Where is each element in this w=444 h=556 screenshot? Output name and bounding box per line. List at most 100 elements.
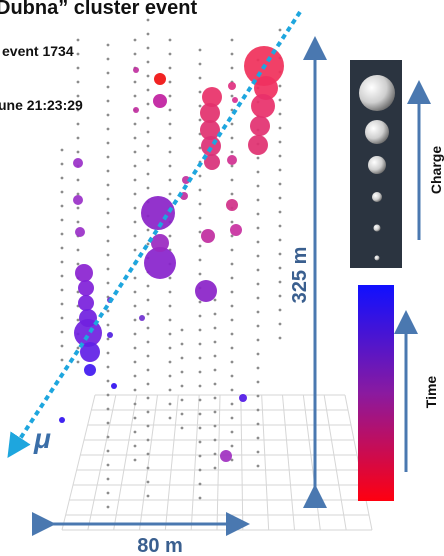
optical-module: [199, 301, 202, 304]
grid-line: [88, 395, 116, 530]
hit: [73, 158, 83, 168]
optical-module: [61, 247, 64, 250]
optical-module: [214, 355, 217, 358]
optical-module: [257, 157, 260, 160]
optical-module: [231, 123, 234, 126]
optical-module: [257, 255, 260, 258]
grid-line: [262, 395, 269, 530]
optical-module: [279, 295, 282, 298]
optical-module: [231, 319, 234, 322]
optical-module: [169, 333, 172, 336]
optical-module: [279, 211, 282, 214]
optical-module: [107, 240, 110, 243]
grid-line: [165, 395, 178, 530]
optical-module: [279, 225, 282, 228]
optical-module: [231, 95, 234, 98]
sphere: [359, 75, 395, 111]
optical-module: [231, 403, 234, 406]
title: Dubna” cluster event: [0, 0, 198, 19]
optical-module: [147, 327, 150, 330]
optical-module: [77, 319, 80, 322]
optical-module: [257, 367, 260, 370]
hits: [59, 46, 284, 462]
optical-module: [134, 95, 137, 98]
optical-module: [199, 273, 202, 276]
optical-module: [107, 450, 110, 453]
hit: [75, 227, 85, 237]
optical-module: [231, 39, 234, 42]
optical-module: [199, 455, 202, 458]
optical-module: [257, 339, 260, 342]
optical-module: [147, 285, 150, 288]
optical-module: [61, 233, 64, 236]
optical-module: [257, 171, 260, 174]
optical-module: [61, 359, 64, 362]
optical-module: [134, 459, 137, 462]
optical-module: [214, 411, 217, 414]
optical-module: [199, 245, 202, 248]
optical-module: [257, 241, 260, 244]
optical-module: [61, 191, 64, 194]
optical-module: [134, 431, 137, 434]
optical-module: [231, 375, 234, 378]
optical-module: [279, 183, 282, 186]
grid-line: [62, 395, 95, 530]
sphere: [375, 256, 380, 261]
grid-line: [114, 395, 137, 530]
optical-module: [169, 39, 172, 42]
optical-module: [279, 113, 282, 116]
optical-module: [231, 263, 234, 266]
optical-module: [181, 413, 184, 416]
optical-module: [169, 319, 172, 322]
optical-module: [199, 413, 202, 416]
optical-module: [257, 395, 260, 398]
optical-module: [134, 53, 137, 56]
optical-module: [214, 383, 217, 386]
hit: [84, 364, 96, 376]
optical-module: [147, 397, 150, 400]
optical-module: [199, 147, 202, 150]
optical-module: [134, 221, 137, 224]
optical-module: [61, 289, 64, 292]
hit: [201, 229, 215, 243]
optical-module: [107, 226, 110, 229]
grid-line: [241, 395, 243, 530]
optical-module: [61, 275, 64, 278]
optical-module: [257, 269, 260, 272]
optical-module: [147, 425, 150, 428]
optical-module: [257, 283, 260, 286]
optical-module: [169, 123, 172, 126]
optical-module: [199, 49, 202, 52]
optical-module: [147, 243, 150, 246]
hit: [133, 107, 139, 113]
page: {"header": {"title": "Dubna” cluster eve…: [0, 0, 444, 556]
optical-module: [134, 151, 137, 154]
optical-module: [214, 397, 217, 400]
optical-module: [279, 99, 282, 102]
optical-module: [257, 297, 260, 300]
optical-module: [169, 235, 172, 238]
optical-module: [134, 389, 137, 392]
optical-module: [199, 217, 202, 220]
optical-module: [147, 453, 150, 456]
grid-line: [283, 395, 295, 530]
hit: [73, 195, 83, 205]
optical-module: [134, 291, 137, 294]
optical-module: [199, 91, 202, 94]
optical-module: [107, 86, 110, 89]
optical-module: [134, 123, 137, 126]
optical-module: [214, 299, 217, 302]
optical-module: [231, 277, 234, 280]
optical-module: [134, 305, 137, 308]
optical-module: [147, 187, 150, 190]
optical-module: [107, 464, 110, 467]
height-label: 325 m: [289, 247, 311, 304]
hit: [195, 280, 217, 302]
optical-module: [77, 53, 80, 56]
optical-module: [257, 465, 260, 468]
grid-line: [191, 395, 199, 530]
optical-module: [231, 137, 234, 140]
hit: [250, 116, 270, 136]
optical-module: [279, 127, 282, 130]
optical-module: [147, 341, 150, 344]
